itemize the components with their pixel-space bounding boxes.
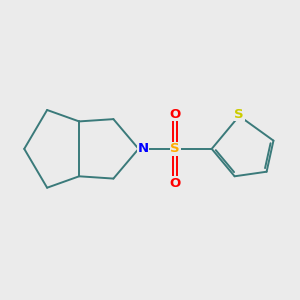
Text: O: O bbox=[169, 177, 181, 190]
Text: N: N bbox=[138, 142, 149, 155]
Text: S: S bbox=[170, 142, 180, 155]
Text: O: O bbox=[169, 108, 181, 121]
Text: S: S bbox=[234, 108, 244, 121]
